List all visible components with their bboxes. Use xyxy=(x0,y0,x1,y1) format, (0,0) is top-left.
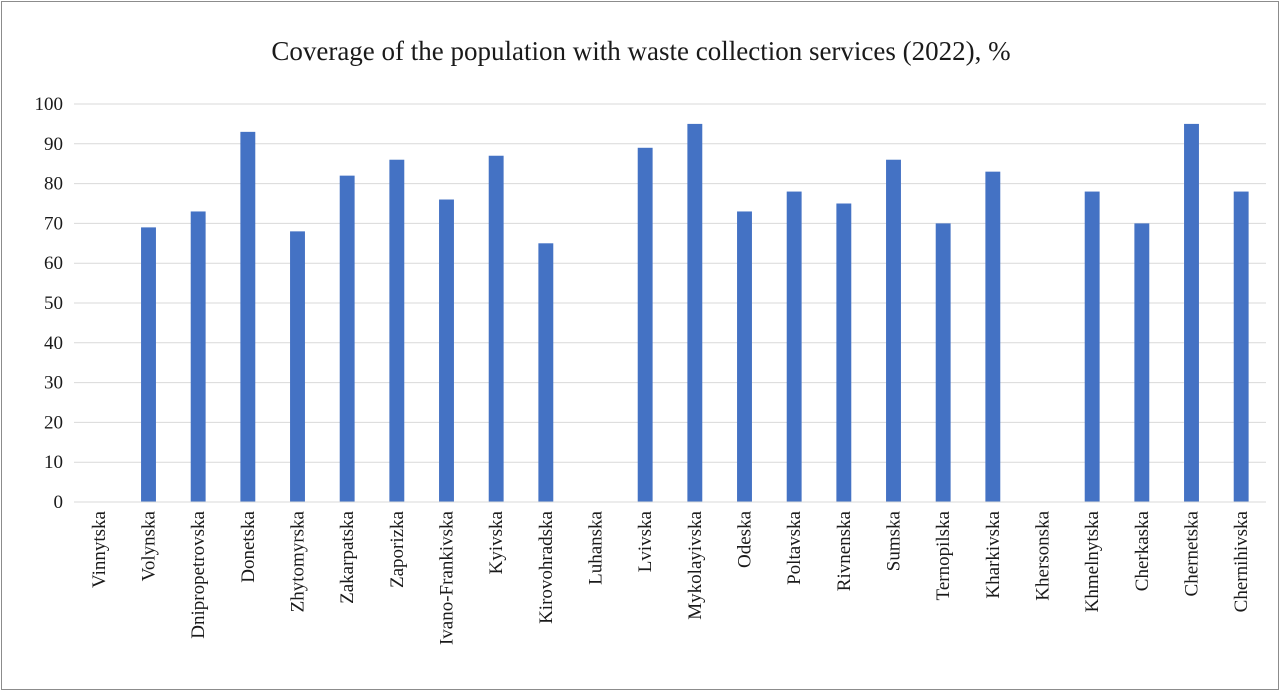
x-tick-label: Lvivska xyxy=(635,510,656,572)
y-tick-label: 80 xyxy=(44,174,63,195)
bar-ternopilska xyxy=(935,223,951,502)
x-tick-label: Zakarpatska xyxy=(337,510,358,603)
bars xyxy=(141,123,1249,503)
y-tick-label: 40 xyxy=(44,333,63,354)
bar-khmelnytska xyxy=(1084,191,1100,502)
y-tick-label: 20 xyxy=(44,412,63,433)
x-tick-label: Dnipropetrovska xyxy=(188,510,209,638)
x-tick-label: Chernetska xyxy=(1182,510,1203,596)
x-tick-label: Zaporizka xyxy=(387,510,408,588)
x-tick-label: Kharkivska xyxy=(983,510,1004,598)
bar-ivano-frankivska xyxy=(439,199,454,502)
x-tick-label: Cherkaska xyxy=(1132,510,1153,591)
x-tick-label: Rivnenska xyxy=(834,510,855,591)
bar-lvivska xyxy=(637,147,653,502)
bar-cherkaska xyxy=(1134,223,1150,502)
x-tick-label: Donetska xyxy=(238,510,259,582)
x-tick-label: Vinnytska xyxy=(89,510,110,588)
x-tick-label: Kyivska xyxy=(486,510,507,574)
x-tick-label: Chernihivska xyxy=(1231,510,1252,612)
y-axis-ticks: 0 10 20 30 40 50 60 70 80 90 100 xyxy=(35,94,64,513)
y-tick-label: 90 xyxy=(44,134,63,155)
gridlines xyxy=(74,103,1266,463)
x-tick-label: Zhytomyrska xyxy=(288,510,309,612)
bar-zaporizka xyxy=(389,159,405,502)
x-tick-label: Volynska xyxy=(139,510,160,581)
x-tick-label: Odeska xyxy=(735,510,756,568)
x-tick-label: Mykolayivska xyxy=(685,510,706,619)
x-tick-label: Khersonska xyxy=(1033,510,1054,600)
y-tick-label: 0 xyxy=(54,492,64,513)
bar-donetska xyxy=(240,131,256,503)
bar-sumska xyxy=(886,159,901,502)
x-tick-label: Poltavska xyxy=(784,510,805,584)
y-tick-label: 60 xyxy=(44,253,63,274)
y-tick-label: 100 xyxy=(35,94,64,115)
bar-dnipropetrovska xyxy=(190,211,206,502)
y-tick-label: 30 xyxy=(44,373,63,394)
bar-chernihivska xyxy=(1233,191,1249,502)
bar-volynska xyxy=(141,227,156,502)
bar-rivnenska xyxy=(836,203,852,502)
y-tick-label: 10 xyxy=(44,452,63,473)
bar-kirovohradska xyxy=(538,243,554,503)
bar-kyivska xyxy=(488,155,504,503)
x-tick-label: Kirovohradska xyxy=(536,510,557,623)
bar-poltavska xyxy=(786,191,802,502)
bar-odeska xyxy=(737,211,752,502)
x-tick-label: Sumska xyxy=(884,510,905,571)
x-tick-label: Ternopilska xyxy=(933,510,954,600)
bar-zhytomyrska xyxy=(290,231,305,503)
bar-mykolayivska xyxy=(687,123,703,503)
x-tick-label: Khmelnytska xyxy=(1082,510,1103,612)
bar-kharkivska xyxy=(985,171,1001,502)
x-tick-label: Ivano-Frankivska xyxy=(437,510,458,645)
x-tick-label: Luhanska xyxy=(586,510,607,584)
chart-title: Coverage of the population with waste co… xyxy=(271,36,1011,66)
x-axis-ticks: Vinnytska Volynska Dnipropetrovska Donetska… xyxy=(89,510,1252,645)
y-tick-label: 50 xyxy=(44,293,63,314)
bar-chernetska xyxy=(1184,123,1199,503)
y-tick-label: 70 xyxy=(44,213,63,234)
bar-zakarpatska xyxy=(339,175,355,502)
